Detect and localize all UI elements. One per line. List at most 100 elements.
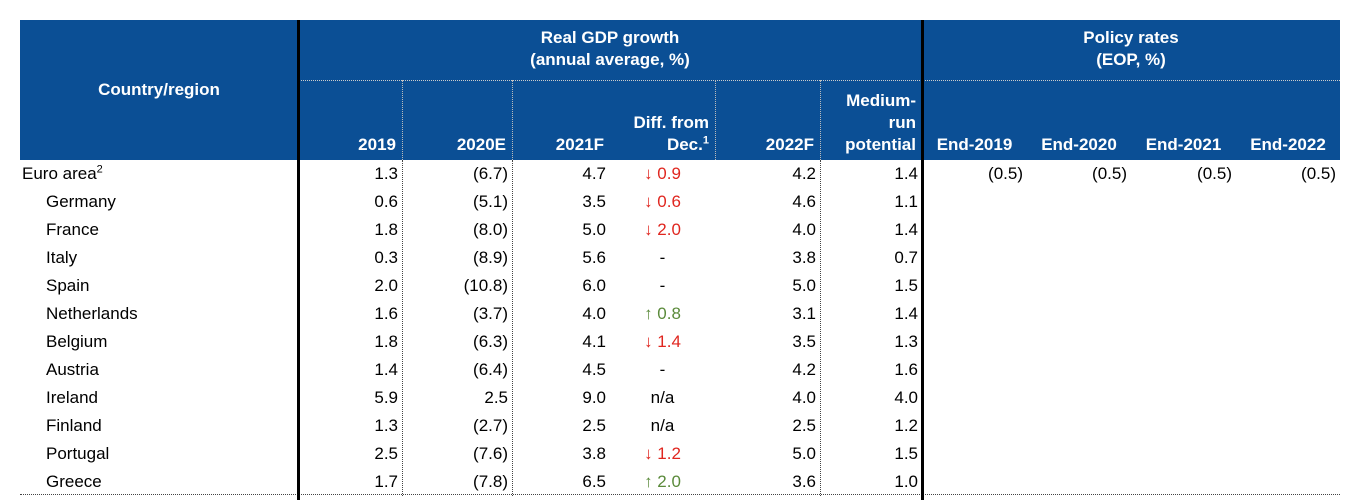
cell-value: ↑ 2.0: [610, 471, 715, 493]
text: 1.2: [894, 416, 918, 435]
column-header: 2021F: [512, 134, 604, 156]
text: potential: [845, 135, 916, 154]
row-label: Netherlands: [46, 303, 138, 325]
cell-value: ↓ 1.2: [610, 443, 715, 465]
cell-value: 4.2: [715, 163, 816, 185]
text: Diff. from: [633, 113, 709, 132]
text: (6.7): [473, 164, 508, 183]
row-label: France: [46, 219, 99, 241]
cell-value: 1.8: [298, 219, 398, 241]
cell-value: 1.2: [820, 415, 918, 437]
cell-value: 4.2: [715, 359, 816, 381]
cell-value: 1.4: [298, 359, 398, 381]
cell-value: 2.5: [298, 443, 398, 465]
text: 3.5: [792, 332, 816, 351]
text: 1.6: [894, 360, 918, 379]
header-band: [20, 20, 1340, 160]
text: End-2019: [936, 135, 1013, 154]
text: 4.0: [894, 388, 918, 407]
text: 1.3: [374, 164, 398, 183]
cell-value: ↓ 1.4: [610, 331, 715, 353]
text: 5.9: [374, 388, 398, 407]
text: (0.5): [1197, 164, 1232, 183]
cell-value: n/a: [610, 415, 715, 437]
text: run: [888, 113, 916, 132]
country-header: Country/region: [20, 79, 298, 101]
footnote-mark: 1: [702, 134, 709, 147]
row-label: Euro area2: [22, 163, 103, 185]
text: Netherlands: [46, 304, 138, 323]
text: Italy: [46, 248, 78, 267]
text: 1.3: [374, 416, 398, 435]
text: (7.8): [473, 472, 508, 491]
text: 1.6: [374, 304, 398, 323]
row-label: Italy: [46, 247, 77, 269]
text: Greece: [46, 472, 102, 491]
text: 4.7: [582, 164, 606, 183]
column-divider: [402, 160, 403, 496]
row-label: Spain: [46, 275, 89, 297]
text: 0.3: [374, 248, 398, 267]
cell-value: 5.9: [298, 387, 398, 409]
cell-value: (3.7): [402, 303, 508, 325]
text: ↑ 2.0: [644, 472, 681, 491]
cell-value: (7.6): [402, 443, 508, 465]
cell-value: (10.8): [402, 275, 508, 297]
text: 4.6: [792, 192, 816, 211]
text: 4.1: [582, 332, 606, 351]
text: ↓ 1.2: [644, 444, 681, 463]
cell-value: ↓ 2.0: [610, 219, 715, 241]
row-label: Finland: [46, 415, 102, 437]
text: End-2022: [1250, 135, 1326, 154]
cell-value: -: [610, 359, 715, 381]
cell-value: 0.6: [298, 191, 398, 213]
cell-value: 1.3: [298, 163, 398, 185]
text: ↓ 0.9: [644, 164, 681, 183]
cell-value: 4.5: [512, 359, 606, 381]
cell-value: 6.0: [512, 275, 606, 297]
text: (EOP, %): [1096, 50, 1166, 69]
text: 1.8: [374, 220, 398, 239]
column-header: Diff. from Dec.1: [610, 112, 709, 156]
text: 4.5: [582, 360, 606, 379]
text: 5.0: [792, 276, 816, 295]
cell-value: 1.8: [298, 331, 398, 353]
cell-value: 5.0: [715, 443, 816, 465]
cell-value: 3.5: [715, 331, 816, 353]
cell-value: 2.0: [298, 275, 398, 297]
text: (annual average, %): [530, 50, 690, 69]
text: 4.2: [792, 360, 816, 379]
text: 1.4: [894, 304, 918, 323]
text: France: [46, 220, 99, 239]
cell-value: 1.3: [298, 415, 398, 437]
text: 3.1: [792, 304, 816, 323]
text: 4.0: [792, 388, 816, 407]
text: 1.4: [374, 360, 398, 379]
column-header: 2022F: [715, 134, 814, 156]
header-divider: [298, 80, 1340, 81]
text: 4.2: [792, 164, 816, 183]
text: (6.3): [473, 332, 508, 351]
cell-value: 5.0: [715, 275, 816, 297]
text: -: [659, 248, 666, 267]
text: End-2021: [1145, 135, 1222, 154]
cell-value: (5.1): [402, 191, 508, 213]
text: 5.0: [582, 220, 606, 239]
cell-value: 3.6: [715, 471, 816, 493]
text: (10.8): [463, 276, 508, 295]
text: Finland: [46, 416, 102, 435]
cell-value: 1.4: [820, 303, 918, 325]
text: 1.1: [894, 192, 918, 211]
text: Policy rates: [1083, 28, 1179, 47]
column-divider: [820, 160, 821, 496]
text: Euro area: [22, 164, 97, 183]
text: 2019: [358, 135, 396, 154]
cell-value: (6.3): [402, 331, 508, 353]
cell-value: 5.6: [512, 247, 606, 269]
text: (0.5): [1301, 164, 1336, 183]
column-header: End-2019: [922, 134, 1027, 156]
cell-value: (6.4): [402, 359, 508, 381]
text: 3.6: [792, 472, 816, 491]
group-header: Policy rates (EOP, %): [922, 27, 1340, 71]
